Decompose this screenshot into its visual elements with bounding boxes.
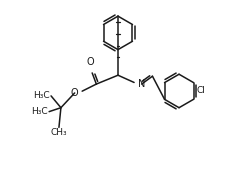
Text: H₃C: H₃C	[31, 107, 48, 116]
Text: O: O	[70, 88, 78, 98]
Text: N: N	[138, 79, 146, 89]
Text: O: O	[87, 57, 94, 67]
Text: Cl: Cl	[197, 87, 206, 95]
Text: H₃C: H₃C	[34, 91, 50, 100]
Text: CH₃: CH₃	[51, 128, 67, 137]
